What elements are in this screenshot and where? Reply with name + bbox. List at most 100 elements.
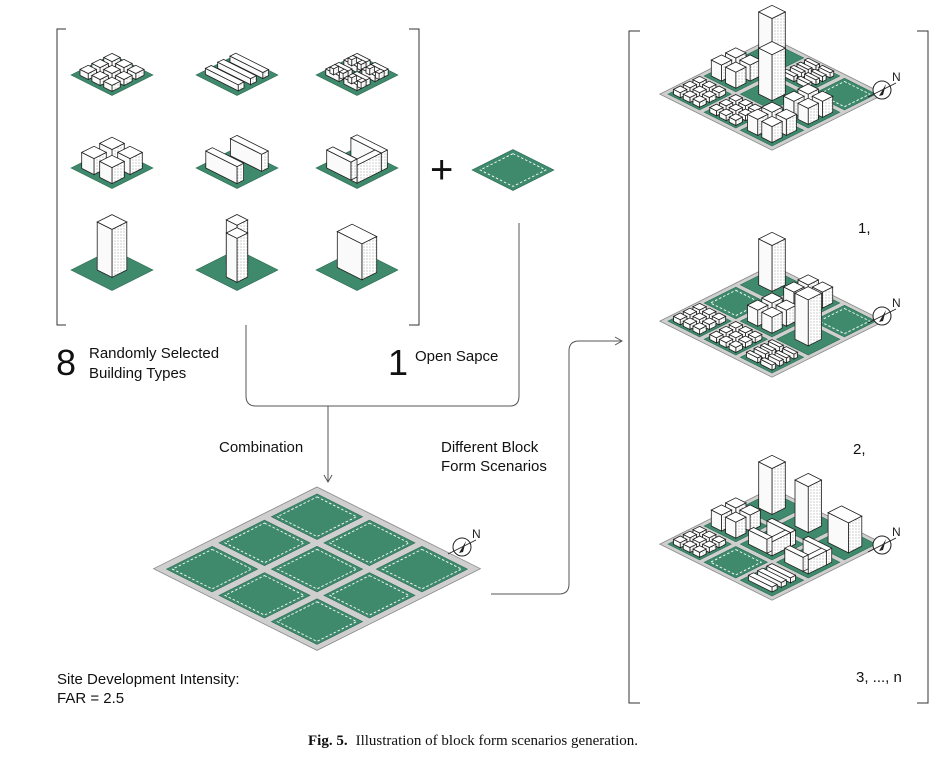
building (347, 55, 358, 67)
building (711, 85, 727, 99)
building (692, 75, 708, 89)
building (728, 113, 744, 127)
building (682, 307, 698, 321)
building-type-lslab (195, 134, 279, 189)
figure-caption: Fig. 5. Illustration of block form scenar… (0, 733, 946, 750)
building (757, 454, 787, 516)
scenario-block (703, 286, 769, 320)
building (692, 95, 708, 109)
brackets (56, 28, 929, 704)
north-label: N (472, 527, 481, 541)
building (672, 312, 688, 326)
setback-line (381, 548, 463, 590)
open-space-boundary (709, 289, 763, 317)
building (229, 134, 270, 172)
site-block (375, 545, 469, 593)
site-block (270, 493, 364, 540)
building (760, 306, 784, 334)
building (91, 70, 110, 87)
building (374, 68, 386, 81)
flow-arrows (245, 223, 624, 595)
site-block (270, 545, 364, 593)
site-block (218, 519, 311, 567)
building (102, 64, 122, 81)
building (356, 77, 367, 90)
far-value: FAR = 2.5 (57, 690, 125, 707)
building-type-twin (195, 214, 279, 291)
building (747, 527, 773, 554)
building (781, 346, 799, 360)
scenario-1-plan (658, 4, 886, 151)
merge-connector (245, 223, 520, 407)
building (818, 64, 835, 79)
building (747, 330, 763, 344)
building (794, 286, 823, 347)
arrow-right-icon (491, 340, 621, 595)
scenario-2-plan (658, 231, 886, 378)
scenario-3-label: 3, ..., n (856, 669, 902, 686)
scenario-block (812, 304, 877, 338)
building (728, 340, 744, 354)
scenario-3-plan (658, 454, 886, 601)
building (692, 525, 708, 539)
open-space-label: Open Sapce (415, 348, 499, 365)
building (738, 98, 753, 112)
building-type-ushape (315, 134, 399, 189)
building (692, 322, 708, 336)
north-label: N (892, 70, 901, 84)
building (682, 90, 698, 104)
scenarios-label-1: Different Block (441, 439, 539, 456)
building-type-wide (315, 223, 399, 291)
building (747, 572, 779, 593)
building (692, 85, 708, 99)
building-type-tower (70, 214, 154, 291)
building (328, 64, 340, 76)
building-type-mid (70, 136, 154, 189)
scenario-2-label: 2, (853, 441, 866, 458)
right-bracket-open (628, 30, 640, 704)
building (783, 545, 810, 573)
building (701, 540, 717, 554)
building (692, 545, 708, 559)
building (794, 472, 823, 534)
left-bracket-close (409, 28, 420, 326)
building (672, 535, 688, 549)
open-space-boundary (818, 307, 871, 335)
north-arrow-icon: N (867, 296, 901, 326)
building (728, 94, 744, 107)
plus-icon: + (430, 148, 454, 192)
building (325, 146, 358, 181)
site-block (323, 519, 416, 567)
building-type-tiles (70, 52, 555, 291)
building (229, 52, 270, 80)
building (810, 68, 827, 83)
building (347, 73, 358, 85)
north-arrow-icon: N (867, 70, 901, 100)
building (708, 103, 724, 117)
building (711, 535, 727, 549)
building (336, 223, 378, 281)
building (724, 511, 747, 539)
building (718, 335, 734, 349)
combined-site-plan: N (152, 486, 482, 651)
building (701, 317, 717, 331)
building (767, 353, 785, 367)
building-type-court (315, 52, 399, 96)
open-space-boundary (479, 153, 547, 187)
site-block (323, 572, 416, 619)
building (692, 312, 708, 326)
building (79, 64, 98, 81)
building (701, 530, 717, 544)
setback-line (276, 548, 358, 590)
building (724, 61, 747, 89)
open-space-tile (471, 149, 555, 191)
figure-caption-text: Illustration of block form scenarios gen… (355, 733, 638, 749)
building (98, 154, 126, 185)
building (225, 227, 249, 283)
north-arrow-icon: N (867, 525, 901, 555)
building (682, 317, 698, 331)
building (718, 325, 734, 339)
scenario-plans: N N N (658, 4, 901, 601)
open-space-count: 1 (388, 342, 409, 383)
